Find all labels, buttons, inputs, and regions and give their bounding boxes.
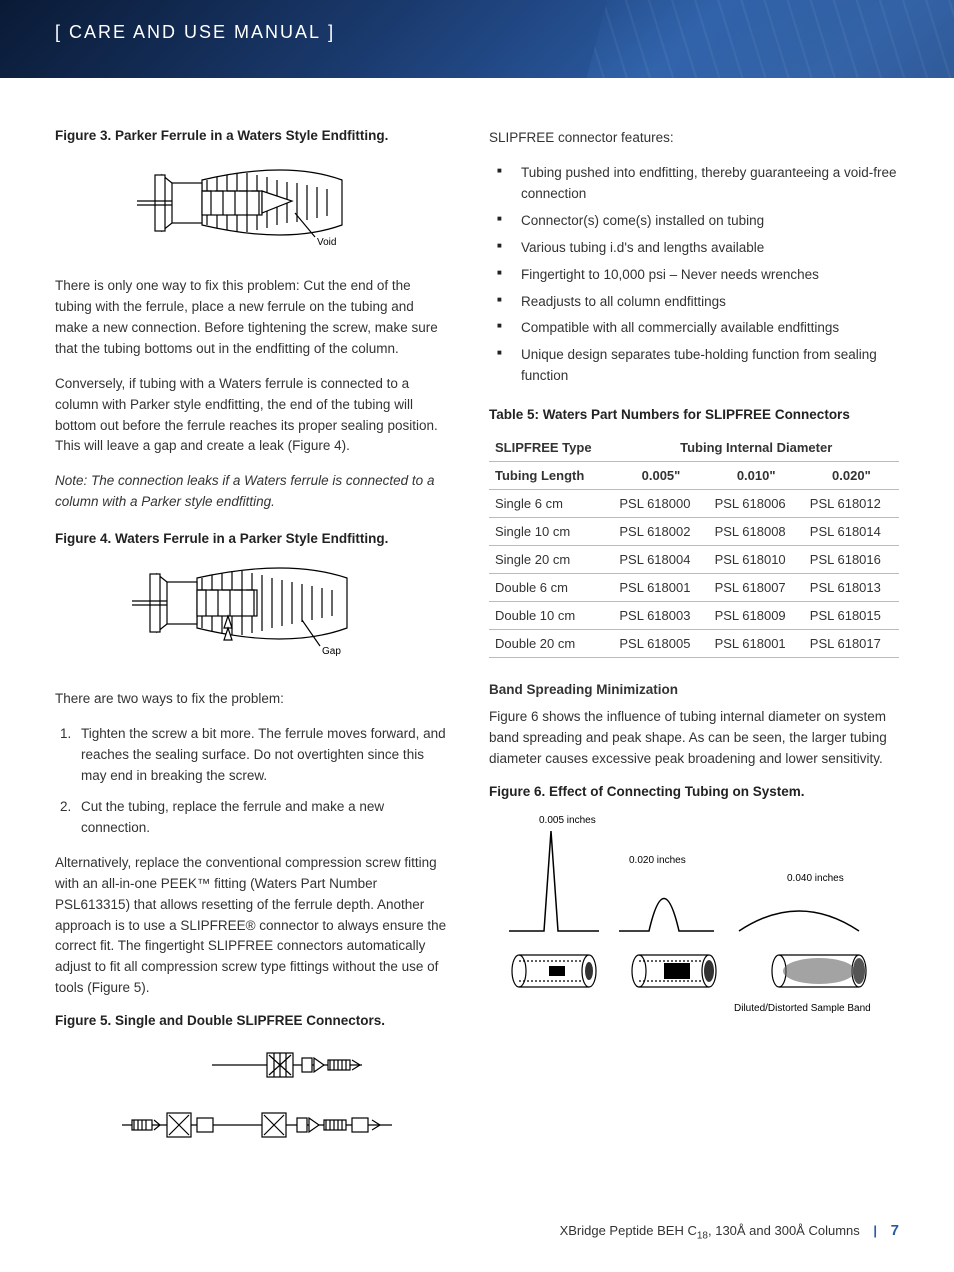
note-text: Note: The connection leaks if a Waters f… [55, 471, 449, 513]
paragraph: Conversely, if tubing with a Waters ferr… [55, 374, 449, 458]
table-head: Tubing Internal Diameter [613, 434, 899, 462]
table-cell: PSL 618004 [613, 546, 708, 574]
figure3-label: Void [317, 237, 336, 248]
table-cell: Single 6 cm [489, 490, 613, 518]
list-item: Cut the tubing, replace the ferrule and … [75, 797, 449, 839]
table-row: Single 20 cmPSL 618004PSL 618010PSL 6180… [489, 546, 899, 574]
table-row: Single 10 cmPSL 618002PSL 618008PSL 6180… [489, 518, 899, 546]
table-cell: PSL 618008 [709, 518, 804, 546]
fix-list: Tighten the screw a bit more. The ferrul… [55, 724, 449, 839]
features-intro: SLIPFREE connector features: [489, 128, 899, 149]
table-cell: PSL 618005 [613, 630, 708, 658]
header-title: CARE AND USE MANUAL [55, 22, 335, 43]
figure3-caption: Figure 3. Parker Ferrule in a Waters Sty… [55, 128, 449, 143]
table-cell: PSL 618010 [709, 546, 804, 574]
feature-list: Tubing pushed into endfitting, thereby g… [489, 163, 899, 387]
table-cell: Single 20 cm [489, 546, 613, 574]
figure4-label: Gap [322, 646, 341, 657]
feature-item: Compatible with all commercially availab… [507, 318, 899, 339]
figure5-caption: Figure 5. Single and Double SLIPFREE Con… [55, 1013, 449, 1028]
page-footer: XBridge Peptide BEH C18, 130Å and 300Å C… [560, 1222, 899, 1242]
table-cell: Double 10 cm [489, 602, 613, 630]
table-head: 0.020" [804, 462, 899, 490]
page-content: Figure 3. Parker Ferrule in a Waters Sty… [0, 78, 954, 1181]
table-cell: Double 6 cm [489, 574, 613, 602]
left-column: Figure 3. Parker Ferrule in a Waters Sty… [55, 128, 449, 1181]
slipfree-table: SLIPFREE Type Tubing Internal Diameter T… [489, 434, 899, 657]
figure5-diagram [55, 1040, 449, 1163]
list-item: Tighten the screw a bit more. The ferrul… [75, 724, 449, 787]
footer-product: XBridge Peptide BEH C [560, 1223, 697, 1238]
footer-separator: | [863, 1223, 887, 1238]
feature-item: Readjusts to all column endfittings [507, 292, 899, 313]
table-cell: PSL 618014 [804, 518, 899, 546]
feature-item: Tubing pushed into endfitting, thereby g… [507, 163, 899, 205]
table-row: Double 20 cmPSL 618005PSL 618001PSL 6180… [489, 630, 899, 658]
table-row: Double 6 cmPSL 618001PSL 618007PSL 61801… [489, 574, 899, 602]
figure4-diagram: Gap [55, 558, 449, 671]
table-cell: Double 20 cm [489, 630, 613, 658]
table-cell: PSL 618002 [613, 518, 708, 546]
fig6-label-a: 0.005 inches [539, 815, 596, 826]
table-cell: PSL 618017 [804, 630, 899, 658]
fig6-label-c: 0.040 inches [787, 873, 844, 884]
figure6-caption: Figure 6. Effect of Connecting Tubing on… [489, 784, 899, 799]
table-cell: PSL 618007 [709, 574, 804, 602]
figure3-diagram: Void [55, 155, 449, 258]
header-band: CARE AND USE MANUAL [0, 0, 954, 78]
figure4-caption: Figure 4. Waters Ferrule in a Parker Sty… [55, 531, 449, 546]
table-head: Tubing Length [489, 462, 613, 490]
table-row: Single 6 cmPSL 618000PSL 618006PSL 61801… [489, 490, 899, 518]
table-cell: PSL 618006 [709, 490, 804, 518]
table-row: Double 10 cmPSL 618003PSL 618009PSL 6180… [489, 602, 899, 630]
paragraph: Figure 6 shows the influence of tubing i… [489, 707, 899, 770]
table-cell: Single 10 cm [489, 518, 613, 546]
feature-item: Unique design separates tube-holding fun… [507, 345, 899, 387]
paragraph: Alternatively, replace the conventional … [55, 853, 449, 999]
table-head: 0.010" [709, 462, 804, 490]
table-cell: PSL 618001 [613, 574, 708, 602]
paragraph: There are two ways to fix the problem: [55, 689, 449, 710]
fig6-label-d: Diluted/Distorted Sample Band [734, 1003, 871, 1014]
figure6-diagram: 0.005 inches 0.020 inches 0.040 inches [489, 811, 899, 1034]
page-number: 7 [891, 1222, 899, 1239]
table-cell: PSL 618012 [804, 490, 899, 518]
table-cell: PSL 618001 [709, 630, 804, 658]
feature-item: Connector(s) come(s) installed on tubing [507, 211, 899, 232]
footer-sub: 18 [697, 1231, 708, 1242]
table-cell: PSL 618000 [613, 490, 708, 518]
table-head: 0.005" [613, 462, 708, 490]
table5-caption: Table 5: Waters Part Numbers for SLIPFRE… [489, 407, 899, 422]
table-cell: PSL 618016 [804, 546, 899, 574]
fig6-label-b: 0.020 inches [629, 855, 686, 866]
table-cell: PSL 618009 [709, 602, 804, 630]
table-cell: PSL 618015 [804, 602, 899, 630]
right-column: SLIPFREE connector features: Tubing push… [489, 128, 899, 1181]
feature-item: Fingertight to 10,000 psi – Never needs … [507, 265, 899, 286]
paragraph: There is only one way to fix this proble… [55, 276, 449, 360]
feature-item: Various tubing i.d's and lengths availab… [507, 238, 899, 259]
table-cell: PSL 618013 [804, 574, 899, 602]
footer-rest: , 130Å and 300Å Columns [708, 1223, 860, 1238]
table-head: SLIPFREE Type [489, 434, 613, 462]
band-spreading-heading: Band Spreading Minimization [489, 682, 899, 697]
table-cell: PSL 618003 [613, 602, 708, 630]
